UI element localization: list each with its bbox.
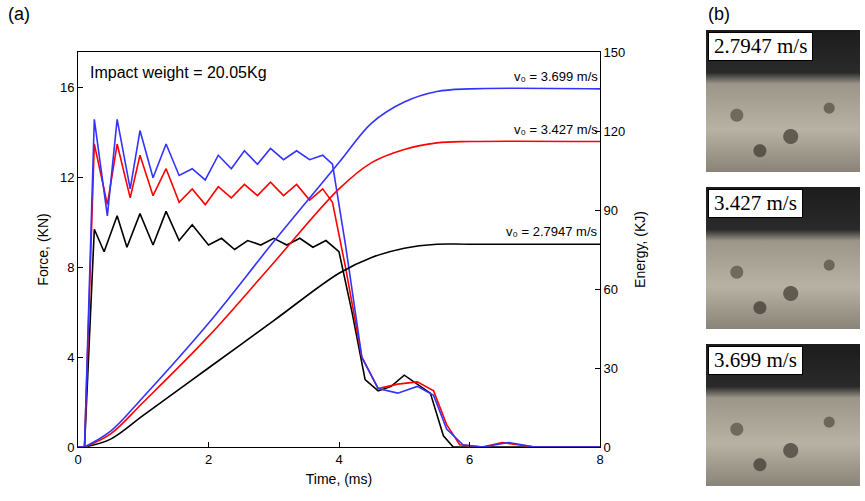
html-text:2.7947 m/s: 2.7947 m/s bbox=[714, 34, 808, 58]
html-text:3.427 m/s: 3.427 m/s bbox=[714, 191, 797, 215]
svg-text:Force, (KN): Force, (KN) bbox=[35, 213, 51, 285]
svg-text:Energy, (KJ): Energy, (KJ) bbox=[632, 211, 648, 288]
html-text:(b): (b) bbox=[708, 4, 730, 24]
svg-text:Impact weight = 20.05Kg: Impact weight = 20.05Kg bbox=[90, 64, 267, 81]
svg-text:8: 8 bbox=[67, 260, 74, 275]
svg-text:6: 6 bbox=[466, 452, 473, 467]
html-text:(a): (a) bbox=[8, 4, 30, 24]
svg-text:90: 90 bbox=[604, 203, 618, 218]
svg-text:8: 8 bbox=[596, 452, 603, 467]
svg-text:v₀ = 3.427 m/s: v₀ = 3.427 m/s bbox=[514, 122, 598, 137]
svg-text:v₀ = 3.699 m/s: v₀ = 3.699 m/s bbox=[514, 69, 598, 84]
svg-text:4: 4 bbox=[67, 350, 74, 365]
svg-text:30: 30 bbox=[604, 361, 618, 376]
svg-text:12: 12 bbox=[60, 170, 74, 185]
svg-text:4: 4 bbox=[335, 452, 342, 467]
svg-text:60: 60 bbox=[604, 282, 618, 297]
svg-text:Time, (ms): Time, (ms) bbox=[306, 471, 372, 487]
svg-text:150: 150 bbox=[604, 45, 626, 60]
svg-text:0: 0 bbox=[604, 440, 611, 455]
svg-text:0: 0 bbox=[74, 452, 81, 467]
svg-text:16: 16 bbox=[60, 80, 74, 95]
svg-text:0: 0 bbox=[67, 440, 74, 455]
svg-text:120: 120 bbox=[604, 124, 626, 139]
html-text:3.699 m/s: 3.699 m/s bbox=[714, 348, 797, 372]
svg-text:2: 2 bbox=[205, 452, 212, 467]
svg-text:v₀ = 2.7947 m/s: v₀ = 2.7947 m/s bbox=[506, 224, 598, 239]
